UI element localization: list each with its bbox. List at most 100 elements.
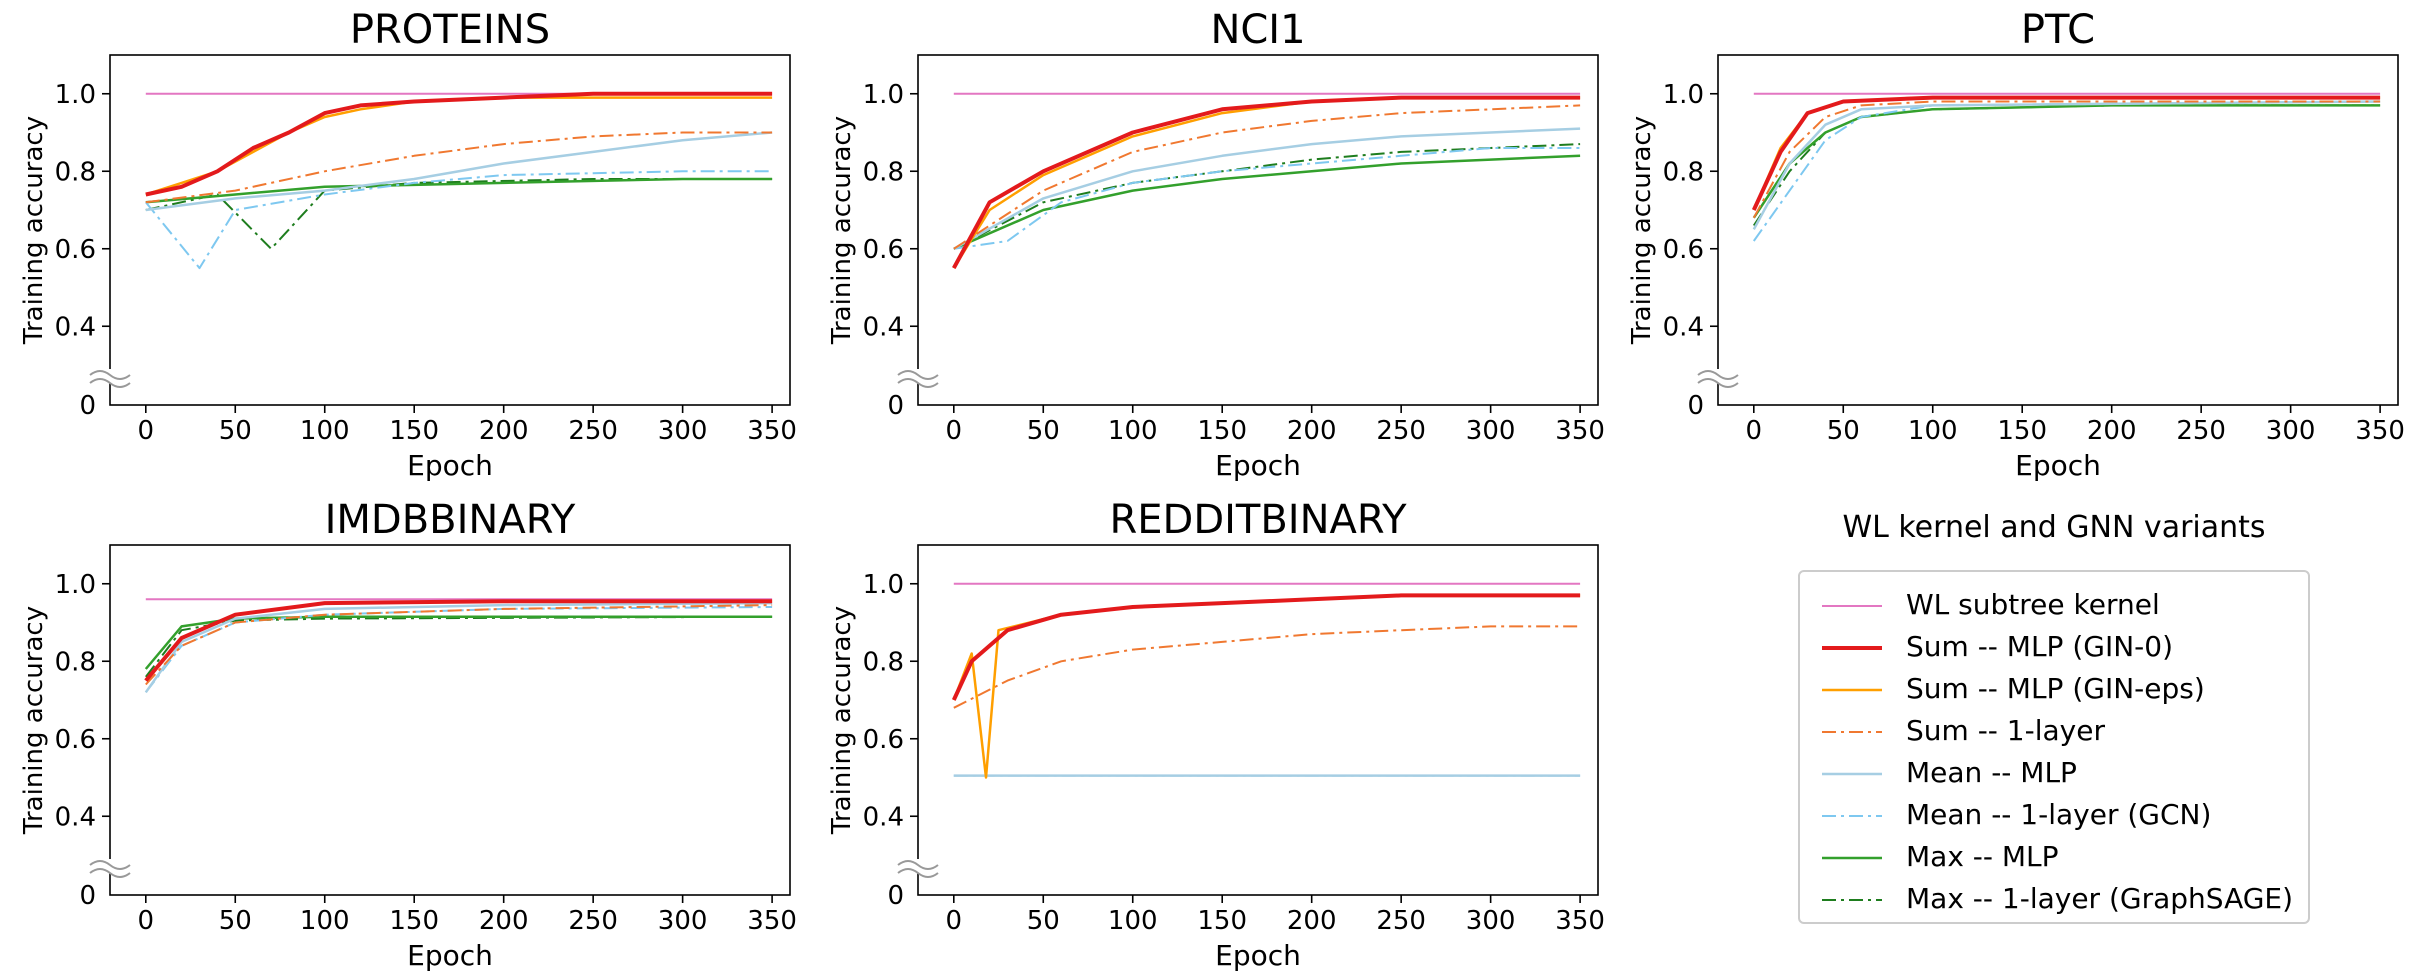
x-tick-label: 200 xyxy=(2087,416,2137,446)
series-line-sum-mlp-gin-0 xyxy=(952,95,1581,270)
legend-swatch xyxy=(1822,646,1882,650)
x-tick-label: 50 xyxy=(1027,416,1060,446)
x-tick-label: 0 xyxy=(1746,416,1763,446)
axis-break-mark xyxy=(88,369,132,388)
x-tick-label: 100 xyxy=(1108,906,1158,936)
series-line-mean-mlp xyxy=(953,127,1581,250)
y-tick-label: 0.8 xyxy=(863,647,904,677)
y-tick-label: 0.6 xyxy=(1663,235,1704,265)
x-tick-label: 300 xyxy=(1466,906,1516,936)
x-tick-label: 350 xyxy=(2355,416,2405,446)
legend-entry-wl-subtree-kernel: WL subtree kernel xyxy=(1816,586,2306,626)
plot-frame xyxy=(109,54,791,406)
y-tick-label: 1.0 xyxy=(55,80,96,110)
y-tick-label: 0.6 xyxy=(55,725,96,755)
legend-label: Max -- MLP xyxy=(1906,840,2059,873)
series-line-sum-mlp-gin-0 xyxy=(1751,95,2381,211)
x-tick-label: 50 xyxy=(219,906,252,936)
y-tick-label: 0.8 xyxy=(55,157,96,187)
y-axis-label: Training accuracy xyxy=(1627,116,1657,345)
y-tick-label: 0 xyxy=(79,391,96,421)
x-tick-label: 100 xyxy=(1108,416,1158,446)
legend-entry-mean-1-layer-gcn: Mean -- 1-layer (GCN) xyxy=(1816,796,2306,836)
series-line-sum-1-layer xyxy=(1752,100,2381,219)
x-tick-label: 350 xyxy=(1555,416,1605,446)
x-tick-label: 0 xyxy=(138,416,155,446)
chart-ptc: PTC 0 50 100 150 200 250 300 350 0 0.4 0.6 0.8 1.0 Epo… xyxy=(1627,7,2405,482)
legend-entry-sum-1-layer: Sum -- 1-layer xyxy=(1816,712,2306,752)
x-tick-label: 350 xyxy=(747,906,797,936)
x-tick-label: 200 xyxy=(1287,416,1337,446)
chart-title: REDDITBINARY xyxy=(1109,497,1407,543)
x-axis-label: Epoch xyxy=(1215,939,1301,972)
legend-entry-max-mlp: Max -- MLP xyxy=(1816,838,2306,878)
y-tick-label: 0.6 xyxy=(55,235,96,265)
x-tick-label: 250 xyxy=(1376,906,1426,936)
x-tick-label: 150 xyxy=(1197,416,1247,446)
plot-frame xyxy=(109,544,791,896)
legend-label: Sum -- 1-layer xyxy=(1906,714,2105,747)
x-tick-label: 0 xyxy=(946,416,963,446)
series-line-mean-1-layer-gcn xyxy=(953,147,1581,250)
legend: WL subtree kernel Sum -- MLP (GIN-0) Sum -… xyxy=(1798,570,2310,924)
x-axis-label: Epoch xyxy=(2015,449,2101,482)
y-tick-label: 0.6 xyxy=(863,725,904,755)
chart-title: IMDBBINARY xyxy=(325,497,576,543)
x-tick-label: 200 xyxy=(479,906,529,936)
x-tick-label: 150 xyxy=(389,416,439,446)
series-line-sum-1-layer xyxy=(145,604,773,686)
x-tick-label: 300 xyxy=(658,416,708,446)
series-line-max-1-layer-graphsage xyxy=(145,615,773,678)
y-tick-label: 0.4 xyxy=(863,312,904,342)
legend-swatch xyxy=(1822,688,1882,692)
x-tick-label: 350 xyxy=(747,416,797,446)
legend-swatch xyxy=(1822,899,1882,901)
legend-title: WL kernel and GNN variants xyxy=(1842,510,2266,545)
legend-entry-sum-mlp-gin-0: Sum -- MLP (GIN-0) xyxy=(1816,628,2306,668)
x-tick-label: 150 xyxy=(389,906,439,936)
y-tick-label: 0.8 xyxy=(863,157,904,187)
series-line-sum-1-layer xyxy=(953,104,1581,250)
series-line-mean-1-layer-gcn xyxy=(1752,100,2381,242)
axis-break-mark xyxy=(896,859,940,878)
x-tick-label: 100 xyxy=(1908,416,1958,446)
x-tick-label: 50 xyxy=(219,416,252,446)
x-tick-label: 50 xyxy=(1827,416,1860,446)
chart-imdbbinary: IMDBBINARY 0 50 100 150 200 250 300 350 0 0.4 0.6 0.… xyxy=(19,497,797,972)
x-tick-label: 100 xyxy=(300,906,350,936)
y-tick-label: 0.8 xyxy=(1663,157,1704,187)
chart-nci1: NCI1 0 50 100 150 200 250 300 350 0 0.4 0.6 0.8 1.0 Ep… xyxy=(827,7,1605,482)
legend-label: Sum -- MLP (GIN-0) xyxy=(1906,630,2174,663)
series-line-sum-mlp-gin-0 xyxy=(144,599,773,682)
y-axis-label: Training accuracy xyxy=(19,606,49,835)
plot-frame xyxy=(917,544,1599,896)
x-tick-label: 250 xyxy=(568,906,618,936)
x-tick-label: 250 xyxy=(2176,416,2226,446)
x-tick-label: 200 xyxy=(1287,906,1337,936)
plot-frame xyxy=(1717,54,2399,406)
legend-swatch xyxy=(1822,856,1882,860)
y-axis-label: Training accuracy xyxy=(827,116,857,345)
x-tick-label: 50 xyxy=(1027,906,1060,936)
x-tick-label: 150 xyxy=(1197,906,1247,936)
x-axis-label: Epoch xyxy=(407,939,493,972)
series-line-max-mlp xyxy=(953,154,1581,250)
legend-entry-max-1-layer-graphsage: Max -- 1-layer (GraphSAGE) xyxy=(1816,880,2306,920)
x-tick-label: 250 xyxy=(568,416,618,446)
series-line-max-mlp xyxy=(144,615,773,670)
legend-label: WL subtree kernel xyxy=(1906,588,2160,621)
y-tick-label: 1.0 xyxy=(863,570,904,600)
y-tick-label: 0 xyxy=(887,391,904,421)
legend-entry-sum-mlp-gin-eps: Sum -- MLP (GIN-eps) xyxy=(1816,670,2306,710)
chart-title: PROTEINS xyxy=(350,7,550,53)
series-line-sum-mlp-gin-0 xyxy=(951,593,1581,701)
axis-break-mark xyxy=(88,859,132,878)
x-tick-label: 150 xyxy=(1997,416,2047,446)
x-tick-label: 0 xyxy=(946,906,963,936)
x-tick-label: 200 xyxy=(479,416,529,446)
legend-entry-mean-mlp: Mean -- MLP xyxy=(1816,754,2306,794)
series-line-mean-mlp xyxy=(145,131,773,212)
y-tick-label: 1.0 xyxy=(1663,80,1704,110)
x-axis-label: Epoch xyxy=(1215,449,1301,482)
